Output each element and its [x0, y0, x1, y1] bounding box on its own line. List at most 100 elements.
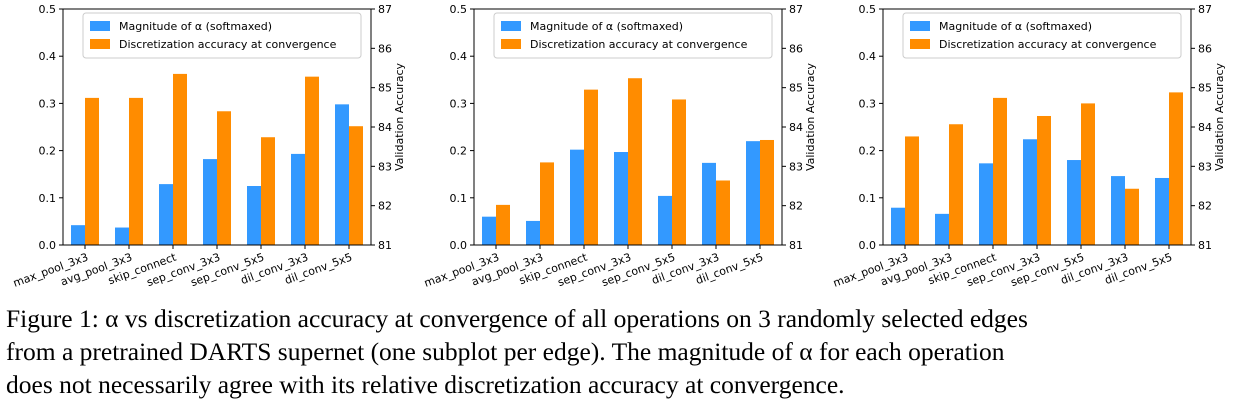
right-tick-label: 84 — [378, 121, 392, 134]
bar-alpha-max-pool-3x3 — [71, 225, 85, 245]
right-tick-label: 85 — [1198, 82, 1212, 95]
series-alpha — [71, 104, 349, 246]
right-tick-label: 86 — [378, 42, 392, 55]
y2-axis-label: Validation Accuracy — [804, 62, 817, 171]
bar-alpha-sep-conv-5x5 — [658, 195, 672, 245]
legend-swatch-accuracy — [90, 39, 110, 49]
legend-box — [902, 12, 1182, 59]
bar-alpha-sep-conv-5x5 — [1067, 160, 1081, 245]
left-tick-label: 0.2 — [450, 145, 468, 158]
right-tick-label: 84 — [789, 121, 803, 134]
right-tick-label: 86 — [789, 42, 803, 55]
legend-label-alpha: Magnitude of α (softmaxed) — [939, 20, 1092, 33]
right-tick-label: 87 — [1198, 3, 1212, 16]
bar-alpha-skip-connect — [159, 184, 173, 245]
bar-alpha-sep-conv-3x3 — [203, 159, 217, 245]
y2-axis-label: Validation Accuracy — [393, 62, 406, 171]
legend-swatch-alpha — [501, 21, 521, 31]
right-tick-label: 81 — [1198, 239, 1212, 252]
legend-box — [493, 12, 773, 59]
left-tick-label: 0.1 — [39, 192, 57, 205]
left-tick-label: 0.4 — [450, 50, 468, 63]
bar-alpha-avg-pool-3x3 — [935, 213, 949, 245]
legend-label-alpha: Magnitude of α (softmaxed) — [119, 20, 272, 33]
series-accuracy — [905, 92, 1183, 246]
series-accuracy — [85, 73, 363, 246]
bar-alpha-dil-conv-3x3 — [702, 162, 716, 245]
left-tick-label: 0.5 — [39, 3, 57, 16]
subplot-1: 0.0 0.1 0.2 0.3 0.4 0.5 81 82 83 84 85 86 87 Validati… — [11, 3, 406, 290]
legend-box — [82, 12, 362, 59]
bar-accuracy-sep-conv-5x5 — [261, 137, 275, 245]
right-tick-label: 85 — [789, 82, 803, 95]
right-tick-label: 86 — [1198, 42, 1212, 55]
bar-alpha-dil-conv-5x5 — [335, 104, 349, 246]
legend: Magnitude of α (softmaxed) Discretization… — [902, 12, 1182, 59]
left-tick-label: 0.0 — [39, 239, 57, 252]
bar-accuracy-dil-conv-5x5 — [1169, 92, 1183, 246]
right-tick-label: 82 — [1198, 200, 1212, 213]
bar-accuracy-dil-conv-3x3 — [716, 180, 730, 245]
legend-swatch-accuracy — [910, 39, 930, 49]
y2-axis-label: Validation Accuracy — [1213, 62, 1226, 171]
right-tick-label: 81 — [789, 239, 803, 252]
bar-accuracy-skip-connect — [993, 97, 1007, 245]
left-tick-label: 0.4 — [859, 50, 877, 63]
bar-alpha-dil-conv-3x3 — [1111, 176, 1125, 245]
bar-alpha-avg-pool-3x3 — [526, 220, 540, 245]
right-tick-label: 83 — [1198, 160, 1212, 173]
bar-alpha-skip-connect — [570, 149, 584, 245]
bar-alpha-avg-pool-3x3 — [115, 227, 129, 245]
bar-accuracy-dil-conv-3x3 — [305, 76, 319, 245]
legend-label-accuracy: Discretization accuracy at convergence — [119, 38, 337, 51]
bar-alpha-dil-conv-5x5 — [1155, 177, 1169, 245]
subplot-2: 0.0 0.1 0.2 0.3 0.4 0.5 81 82 83 84 85 86 87 Validati… — [422, 3, 817, 290]
bar-accuracy-skip-connect — [584, 89, 598, 245]
right-tick-label: 82 — [789, 200, 803, 213]
bar-accuracy-sep-conv-5x5 — [1081, 103, 1095, 246]
bar-accuracy-sep-conv-5x5 — [672, 99, 686, 245]
right-tick-label: 83 — [378, 160, 392, 173]
series-accuracy — [496, 78, 774, 245]
series-alpha — [891, 139, 1169, 245]
bar-accuracy-dil-conv-5x5 — [760, 139, 774, 245]
legend-label-alpha: Magnitude of α (softmaxed) — [530, 20, 683, 33]
left-tick-label: 0.5 — [859, 3, 877, 16]
right-tick-label: 87 — [378, 3, 392, 16]
caption-line-1: Figure 1: α vs discretization accuracy a… — [6, 304, 1028, 333]
legend-swatch-alpha — [910, 21, 930, 31]
bar-accuracy-sep-conv-3x3 — [1037, 115, 1051, 245]
bar-accuracy-skip-connect — [173, 73, 187, 246]
legend-swatch-accuracy — [501, 39, 521, 49]
left-tick-label: 0.3 — [450, 97, 468, 110]
bar-accuracy-sep-conv-3x3 — [628, 78, 642, 245]
caption-line-2: from a pretrained DARTS supernet (one su… — [6, 337, 1005, 366]
left-tick-label: 0.5 — [450, 3, 468, 16]
bar-accuracy-max-pool-3x3 — [85, 97, 99, 245]
left-tick-label: 0.3 — [859, 97, 877, 110]
bar-accuracy-sep-conv-3x3 — [217, 111, 231, 246]
right-tick-label: 87 — [789, 3, 803, 16]
series-alpha — [482, 141, 760, 245]
left-tick-label: 0.4 — [39, 50, 57, 63]
bar-alpha-sep-conv-5x5 — [247, 186, 261, 245]
bar-accuracy-max-pool-3x3 — [905, 136, 919, 245]
legend-label-accuracy: Discretization accuracy at convergence — [939, 38, 1157, 51]
left-tick-label: 0.3 — [39, 97, 57, 110]
bar-alpha-dil-conv-5x5 — [746, 141, 760, 245]
bar-accuracy-dil-conv-5x5 — [349, 126, 363, 245]
right-tick-label: 84 — [1198, 121, 1212, 134]
bar-alpha-dil-conv-3x3 — [291, 153, 305, 245]
left-tick-label: 0.1 — [859, 192, 877, 205]
bar-alpha-max-pool-3x3 — [482, 216, 496, 245]
bar-accuracy-avg-pool-3x3 — [540, 162, 554, 245]
subplot-3: 0.0 0.1 0.2 0.3 0.4 0.5 81 82 83 84 85 86 87 Validati… — [831, 3, 1226, 290]
right-tick-label: 82 — [378, 200, 392, 213]
right-tick-label: 83 — [789, 160, 803, 173]
legend: Magnitude of α (softmaxed) Discretization… — [493, 12, 773, 59]
left-tick-label: 0.2 — [859, 145, 877, 158]
left-tick-label: 0.0 — [859, 239, 877, 252]
bar-alpha-sep-conv-3x3 — [1023, 139, 1037, 245]
left-tick-label: 0.0 — [450, 239, 468, 252]
bar-accuracy-avg-pool-3x3 — [129, 97, 143, 245]
